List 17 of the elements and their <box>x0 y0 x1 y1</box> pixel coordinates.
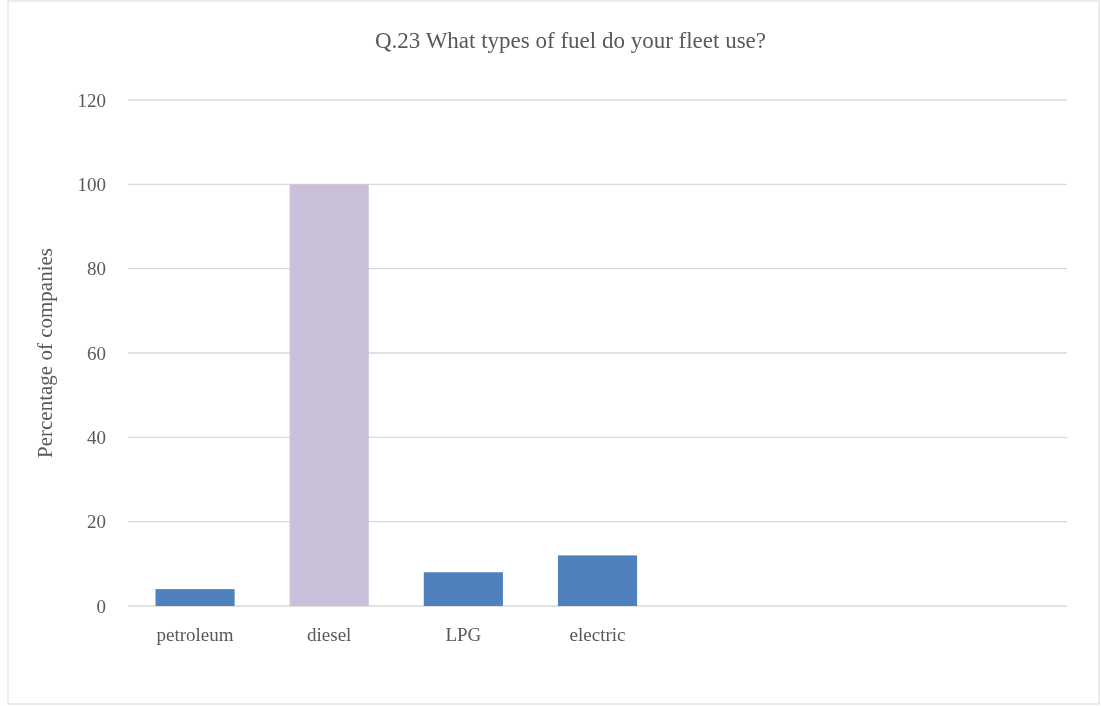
chart-title: Q.23 What types of fuel do your fleet use? <box>374 28 767 53</box>
y-tick-label: 120 <box>77 89 106 111</box>
x-tick-label: diesel <box>307 624 352 645</box>
y-tick-label: 60 <box>87 342 106 364</box>
bar <box>289 184 369 606</box>
y-tick-label: 80 <box>87 258 106 280</box>
bar <box>155 589 235 606</box>
y-axis-title: Percentage of companies <box>33 248 57 458</box>
x-tick-label: electric <box>569 624 626 645</box>
y-tick-label: 100 <box>77 173 106 195</box>
y-tick-label: 40 <box>87 426 106 448</box>
y-tick-label: 0 <box>96 595 106 617</box>
y-tick-label: 20 <box>87 511 106 533</box>
x-tick-label: LPG <box>445 624 482 645</box>
x-tick-label: petroleum <box>156 624 234 645</box>
bar <box>557 555 638 606</box>
bar <box>423 572 503 606</box>
